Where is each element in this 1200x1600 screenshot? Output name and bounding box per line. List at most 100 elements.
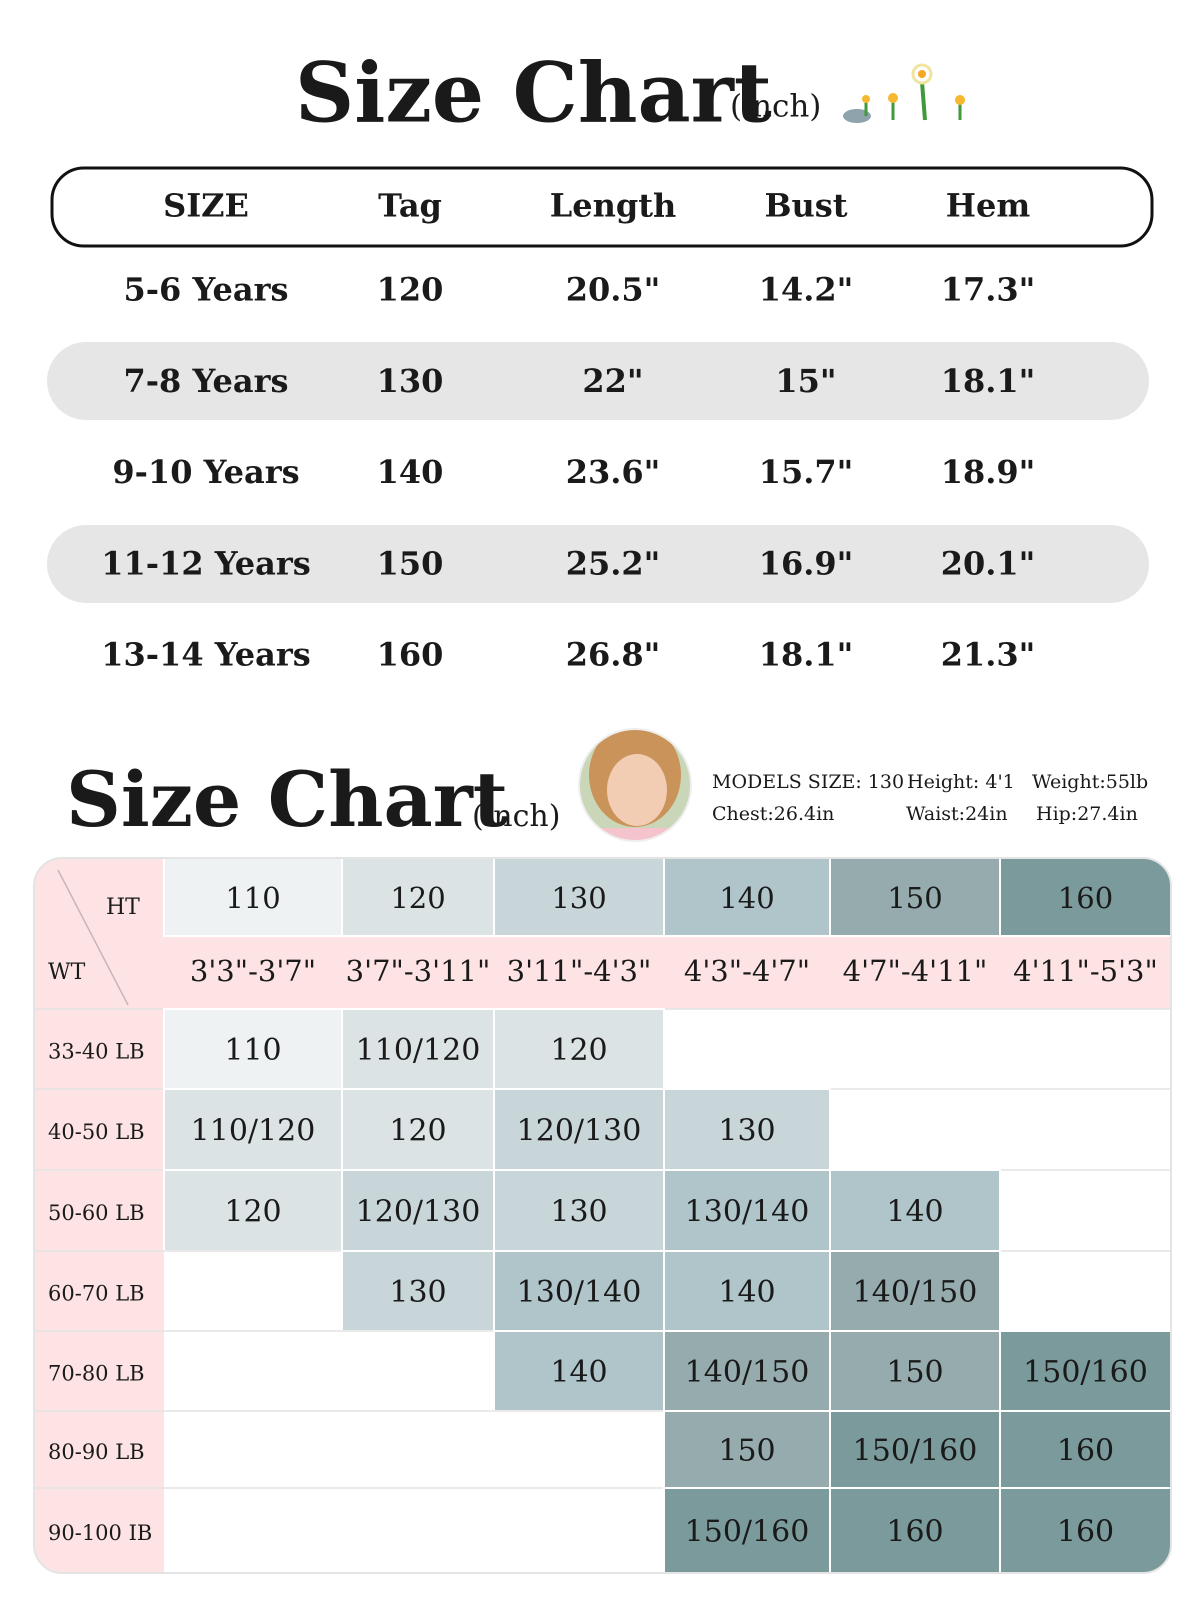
size-cell (829, 1410, 1001, 1489)
size-cell (341, 1169, 495, 1252)
size-value: 140/150 (853, 1275, 978, 1310)
size-cell (663, 1410, 831, 1489)
size-cell (493, 1250, 665, 1332)
weight-label: 33-40 LB (48, 1040, 145, 1064)
table-cell: 140 (377, 453, 444, 491)
size-cell (829, 1250, 1001, 1332)
unit: (inch) (730, 89, 821, 125)
height-range: 4'3"-4'7" (684, 954, 810, 988)
weight-label: 70-80 LB (48, 1362, 145, 1386)
weight-label: 90-100 IB (48, 1521, 152, 1545)
grid-border (33, 857, 1172, 1574)
model-info: Chest:26.4in (712, 803, 834, 825)
height-label: 110 (225, 881, 280, 915)
height-range: 4'11"-5'3" (1013, 954, 1158, 988)
table-cell: 17.3" (941, 271, 1036, 309)
height-header (341, 858, 495, 937)
height-header (999, 858, 1171, 937)
table-cell: 22" (582, 362, 643, 400)
table-cell: 130 (377, 362, 444, 400)
size-cell (829, 1330, 1001, 1412)
label-column (34, 858, 164, 1573)
size-value: 130 (718, 1114, 775, 1149)
table-cell: 13-14 Years (101, 636, 311, 674)
table-cell: 16.9" (759, 544, 854, 582)
table-cell: 120 (377, 271, 444, 309)
size-value: 130 (389, 1275, 446, 1310)
size-cell (663, 1169, 831, 1252)
weight-label: 60-70 LB (48, 1282, 145, 1306)
size-cell (999, 1487, 1171, 1573)
size-cell (663, 1250, 831, 1332)
size-cell (663, 1330, 831, 1412)
corner-diagonal (57, 869, 129, 1006)
model-info: Hip:27.4in (1036, 803, 1138, 825)
height-range: 3'3"-3'7" (190, 954, 316, 988)
wt-label: WT (48, 960, 86, 985)
table-cell: 25.2" (566, 544, 661, 582)
height-range: 3'11"-4'3" (507, 954, 652, 988)
table-cell: 18.1" (941, 362, 1036, 400)
size-value: 120 (550, 1033, 607, 1068)
size-value: 120 (224, 1195, 281, 1230)
photo-frame (578, 728, 692, 842)
size-value: 120/130 (517, 1114, 642, 1149)
size-cell (829, 1169, 1001, 1252)
height-label: 120 (390, 881, 445, 915)
column-header: Length (550, 187, 677, 225)
size-value: 150/160 (853, 1434, 978, 1469)
model-info: Weight:55lb (1032, 771, 1148, 793)
height-label: 160 (1058, 881, 1113, 915)
table-cell: 160 (377, 636, 444, 674)
model-photo (579, 729, 691, 841)
title: Size Chart (295, 45, 772, 141)
weight-label: 50-60 LB (48, 1201, 145, 1225)
table-cell: 15" (775, 362, 836, 400)
size-value: 160 (1057, 1434, 1114, 1469)
size-value: 110/120 (356, 1033, 481, 1068)
table-cell: 11-12 Years (101, 544, 311, 582)
table-cell: 14.2" (759, 271, 854, 309)
height-label: 130 (551, 881, 606, 915)
table-cell: 20.1" (941, 544, 1036, 582)
table-cell: 15.7" (759, 453, 854, 491)
weight-label: 80-90 LB (48, 1440, 145, 1464)
size-value: 140/150 (685, 1355, 810, 1390)
size-value: 110 (224, 1033, 281, 1068)
size-grid: HT WT 110 3'3"-3'7" 120 3'7"-3'11" 130 3'11"-4'… (34, 858, 1171, 1573)
size-cell (163, 1169, 343, 1252)
height-label: 150 (887, 881, 942, 915)
range-row (164, 936, 1171, 1009)
header-box (50, 166, 1154, 248)
table-cell: 20.5" (566, 271, 661, 309)
size-value: 160 (886, 1515, 943, 1550)
column-header: SIZE (163, 187, 249, 225)
size-value: 150 (886, 1355, 943, 1390)
size-cell (341, 1008, 495, 1090)
model-info: Waist:24in (906, 803, 1008, 825)
table-cell: 5-6 Years (124, 271, 289, 309)
height-header (493, 858, 665, 937)
title: Size Chart (66, 755, 508, 844)
ht-label: HT (106, 895, 140, 920)
row-stripe (47, 342, 1149, 420)
size-value: 140 (718, 1275, 775, 1310)
table-cell: 7-8 Years (124, 362, 289, 400)
table-cell: 26.8" (566, 636, 661, 674)
size-value: 130/140 (517, 1275, 642, 1310)
row-stripe (47, 525, 1149, 603)
size-cell (999, 1330, 1171, 1412)
size-cell (493, 1008, 665, 1090)
size-value: 110/120 (191, 1114, 316, 1149)
height-range: 4'7"-4'11" (843, 954, 988, 988)
size-cell (163, 1008, 343, 1090)
size-value: 130/140 (685, 1195, 810, 1230)
unit: (inch) (472, 799, 560, 834)
weight-label: 40-50 LB (48, 1120, 145, 1144)
size-value: 150/160 (1023, 1355, 1148, 1390)
size-value: 140 (886, 1195, 943, 1230)
model-info: Height: 4'1 (907, 771, 1015, 793)
column-header: Bust (764, 187, 847, 225)
table-cell: 18.9" (941, 453, 1036, 491)
